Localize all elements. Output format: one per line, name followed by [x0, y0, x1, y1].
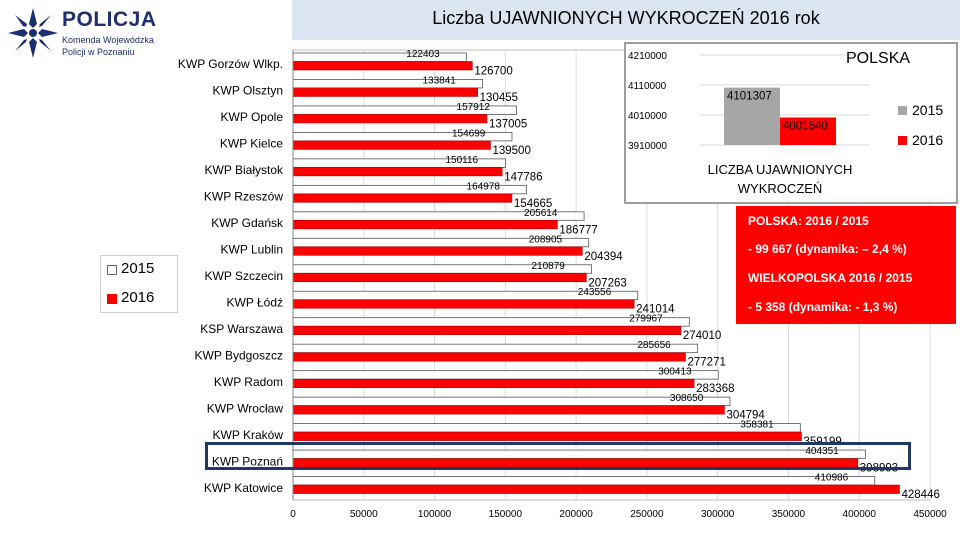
value-label-2016: 126700: [474, 66, 512, 78]
x-tick-label: 150000: [489, 509, 523, 520]
inset-value-label-2015: 4101307: [727, 91, 772, 103]
x-tick-label: 300000: [701, 509, 735, 520]
legend-swatch-2015: [107, 265, 117, 275]
category-label: KWP Poznań: [212, 454, 283, 468]
value-label-2015: 358381: [740, 420, 774, 431]
value-label-2015: 308650: [670, 393, 704, 404]
inset-caption-line-2: WYKROCZEŃ: [737, 181, 823, 196]
value-label-2016: 428446: [901, 489, 939, 501]
logo-subtitle: Komenda Wojewódzka Policji w Poznaniu: [62, 34, 154, 58]
category-label: KWP Szczecin: [205, 269, 283, 283]
logo-subtitle-line-2: Policji w Poznaniu: [62, 47, 135, 57]
value-label-2016: 277271: [687, 357, 725, 369]
value-label-2015: 157912: [457, 102, 491, 113]
inset-legend-label-2016: 2016: [912, 132, 944, 148]
category-label: KWP Rzeszów: [204, 190, 283, 204]
category-label: KWP Lublin: [221, 243, 283, 257]
value-label-2016: 130455: [480, 92, 518, 104]
category-label: KWP Katowice: [204, 481, 283, 495]
logo-title: POLICJA: [62, 8, 157, 31]
value-label-2016: 241014: [636, 304, 675, 316]
value-label-2015: 410986: [815, 473, 849, 484]
value-label-2016: 139500: [492, 145, 530, 157]
category-label: KWP Wrocław: [207, 401, 284, 415]
police-logo: POLICJA Komenda Wojewódzka Policji w Poz…: [0, 0, 166, 68]
inset-y-tick-label: 4110000: [628, 81, 667, 92]
x-tick-label: 250000: [630, 509, 664, 520]
value-label-2016: 137005: [489, 118, 527, 130]
value-label-2015: 208905: [529, 234, 563, 245]
category-label: KWP Łódź: [227, 295, 283, 309]
value-label-2015: 122403: [406, 49, 440, 60]
value-label-2015: 285656: [637, 340, 671, 351]
value-label-2016: 147786: [504, 171, 542, 183]
value-label-2016: 186777: [559, 224, 597, 236]
inset-bar-2015: [724, 87, 780, 145]
inset-legend-swatch-2016: [898, 136, 907, 145]
value-label-2015: 150116: [445, 155, 478, 166]
inset-y-tick-label: 3910000: [628, 141, 667, 152]
chart-title: Liczba UJAWNIONYCH WYKROCZEŃ 2016 rok: [432, 8, 820, 28]
value-label-2015: 279967: [629, 314, 663, 325]
x-tick-label: 100000: [418, 509, 452, 520]
x-tick-label: 450000: [913, 509, 947, 520]
x-tick-label: 50000: [350, 509, 378, 520]
category-label: KWP Białystok: [205, 163, 284, 177]
category-label: KWP Kraków: [213, 428, 284, 442]
legend-swatch-2016: [107, 294, 117, 304]
value-label-2015: 300413: [658, 367, 692, 378]
category-label: KWP Gdańsk: [211, 216, 284, 230]
inset-caption: LICZBA UJAWNIONYCH WYKROCZEŃ: [680, 160, 880, 198]
value-label-2015: 404351: [805, 446, 839, 457]
category-label: KWP Radom: [214, 375, 283, 389]
logo-subtitle-line-1: Komenda Wojewódzka: [62, 35, 154, 45]
value-label-2015: 133841: [422, 75, 456, 86]
summary-line-2: - 99 667 (dynamika: – 2,4 %): [748, 242, 907, 256]
category-label: KWP Olsztyn: [213, 84, 283, 98]
summary-line-4: - 5 358 (dynamika: - 1,3 %): [748, 300, 898, 314]
summary-box: [736, 206, 956, 324]
value-label-2016: 274010: [683, 330, 721, 342]
value-label-2016: 283368: [696, 383, 734, 395]
value-label-2016: 204394: [584, 251, 623, 263]
x-tick-label: 350000: [772, 509, 806, 520]
inset-y-tick-label: 4010000: [628, 111, 667, 122]
header-bar: [292, 0, 960, 40]
value-label-2015: 154699: [452, 128, 486, 139]
category-label: KWP Opole: [221, 110, 284, 124]
legend-label-2016: 2016: [121, 289, 155, 306]
value-label-2015: 205614: [524, 208, 558, 219]
police-star-icon: [8, 8, 58, 58]
x-tick-label: 400000: [843, 509, 877, 520]
inset-title: POLSKA: [846, 50, 911, 67]
category-label: KWP Kielce: [220, 137, 283, 151]
inset-y-tick-label: 4210000: [628, 51, 667, 62]
inset-bar-2016: [780, 117, 836, 145]
summary-line-1: POLSKA: 2016 / 2015: [748, 214, 869, 228]
inset-legend-label-2015: 2015: [912, 102, 944, 118]
value-label-2016: 304794: [726, 410, 765, 422]
value-label-2015: 210879: [532, 261, 566, 272]
x-tick-label: 0: [290, 509, 296, 520]
inset-value-label-2016: 4001640: [783, 121, 828, 133]
legend-label-2015: 2015: [121, 260, 155, 277]
summary-line-3: WIELKOPOLSKA 2016 / 2015: [748, 271, 913, 285]
x-tick-label: 200000: [559, 509, 593, 520]
highlight-frame-poznan: [205, 442, 911, 470]
category-label: KWP Bydgoszcz: [195, 348, 283, 362]
value-label-2015: 164978: [467, 181, 501, 192]
value-label-2016: 207263: [588, 277, 626, 289]
main-chart-legend: 2015 2016: [100, 255, 178, 313]
category-label: KSP Warszawa: [200, 322, 283, 336]
inset-caption-line-1: LICZBA UJAWNIONYCH: [707, 162, 853, 177]
value-label-2015: 243556: [578, 287, 612, 298]
value-label-2016: 154665: [514, 198, 552, 210]
inset-legend-swatch-2015: [898, 106, 907, 115]
category-label: KWP Gorzów Wlkp.: [178, 57, 283, 71]
